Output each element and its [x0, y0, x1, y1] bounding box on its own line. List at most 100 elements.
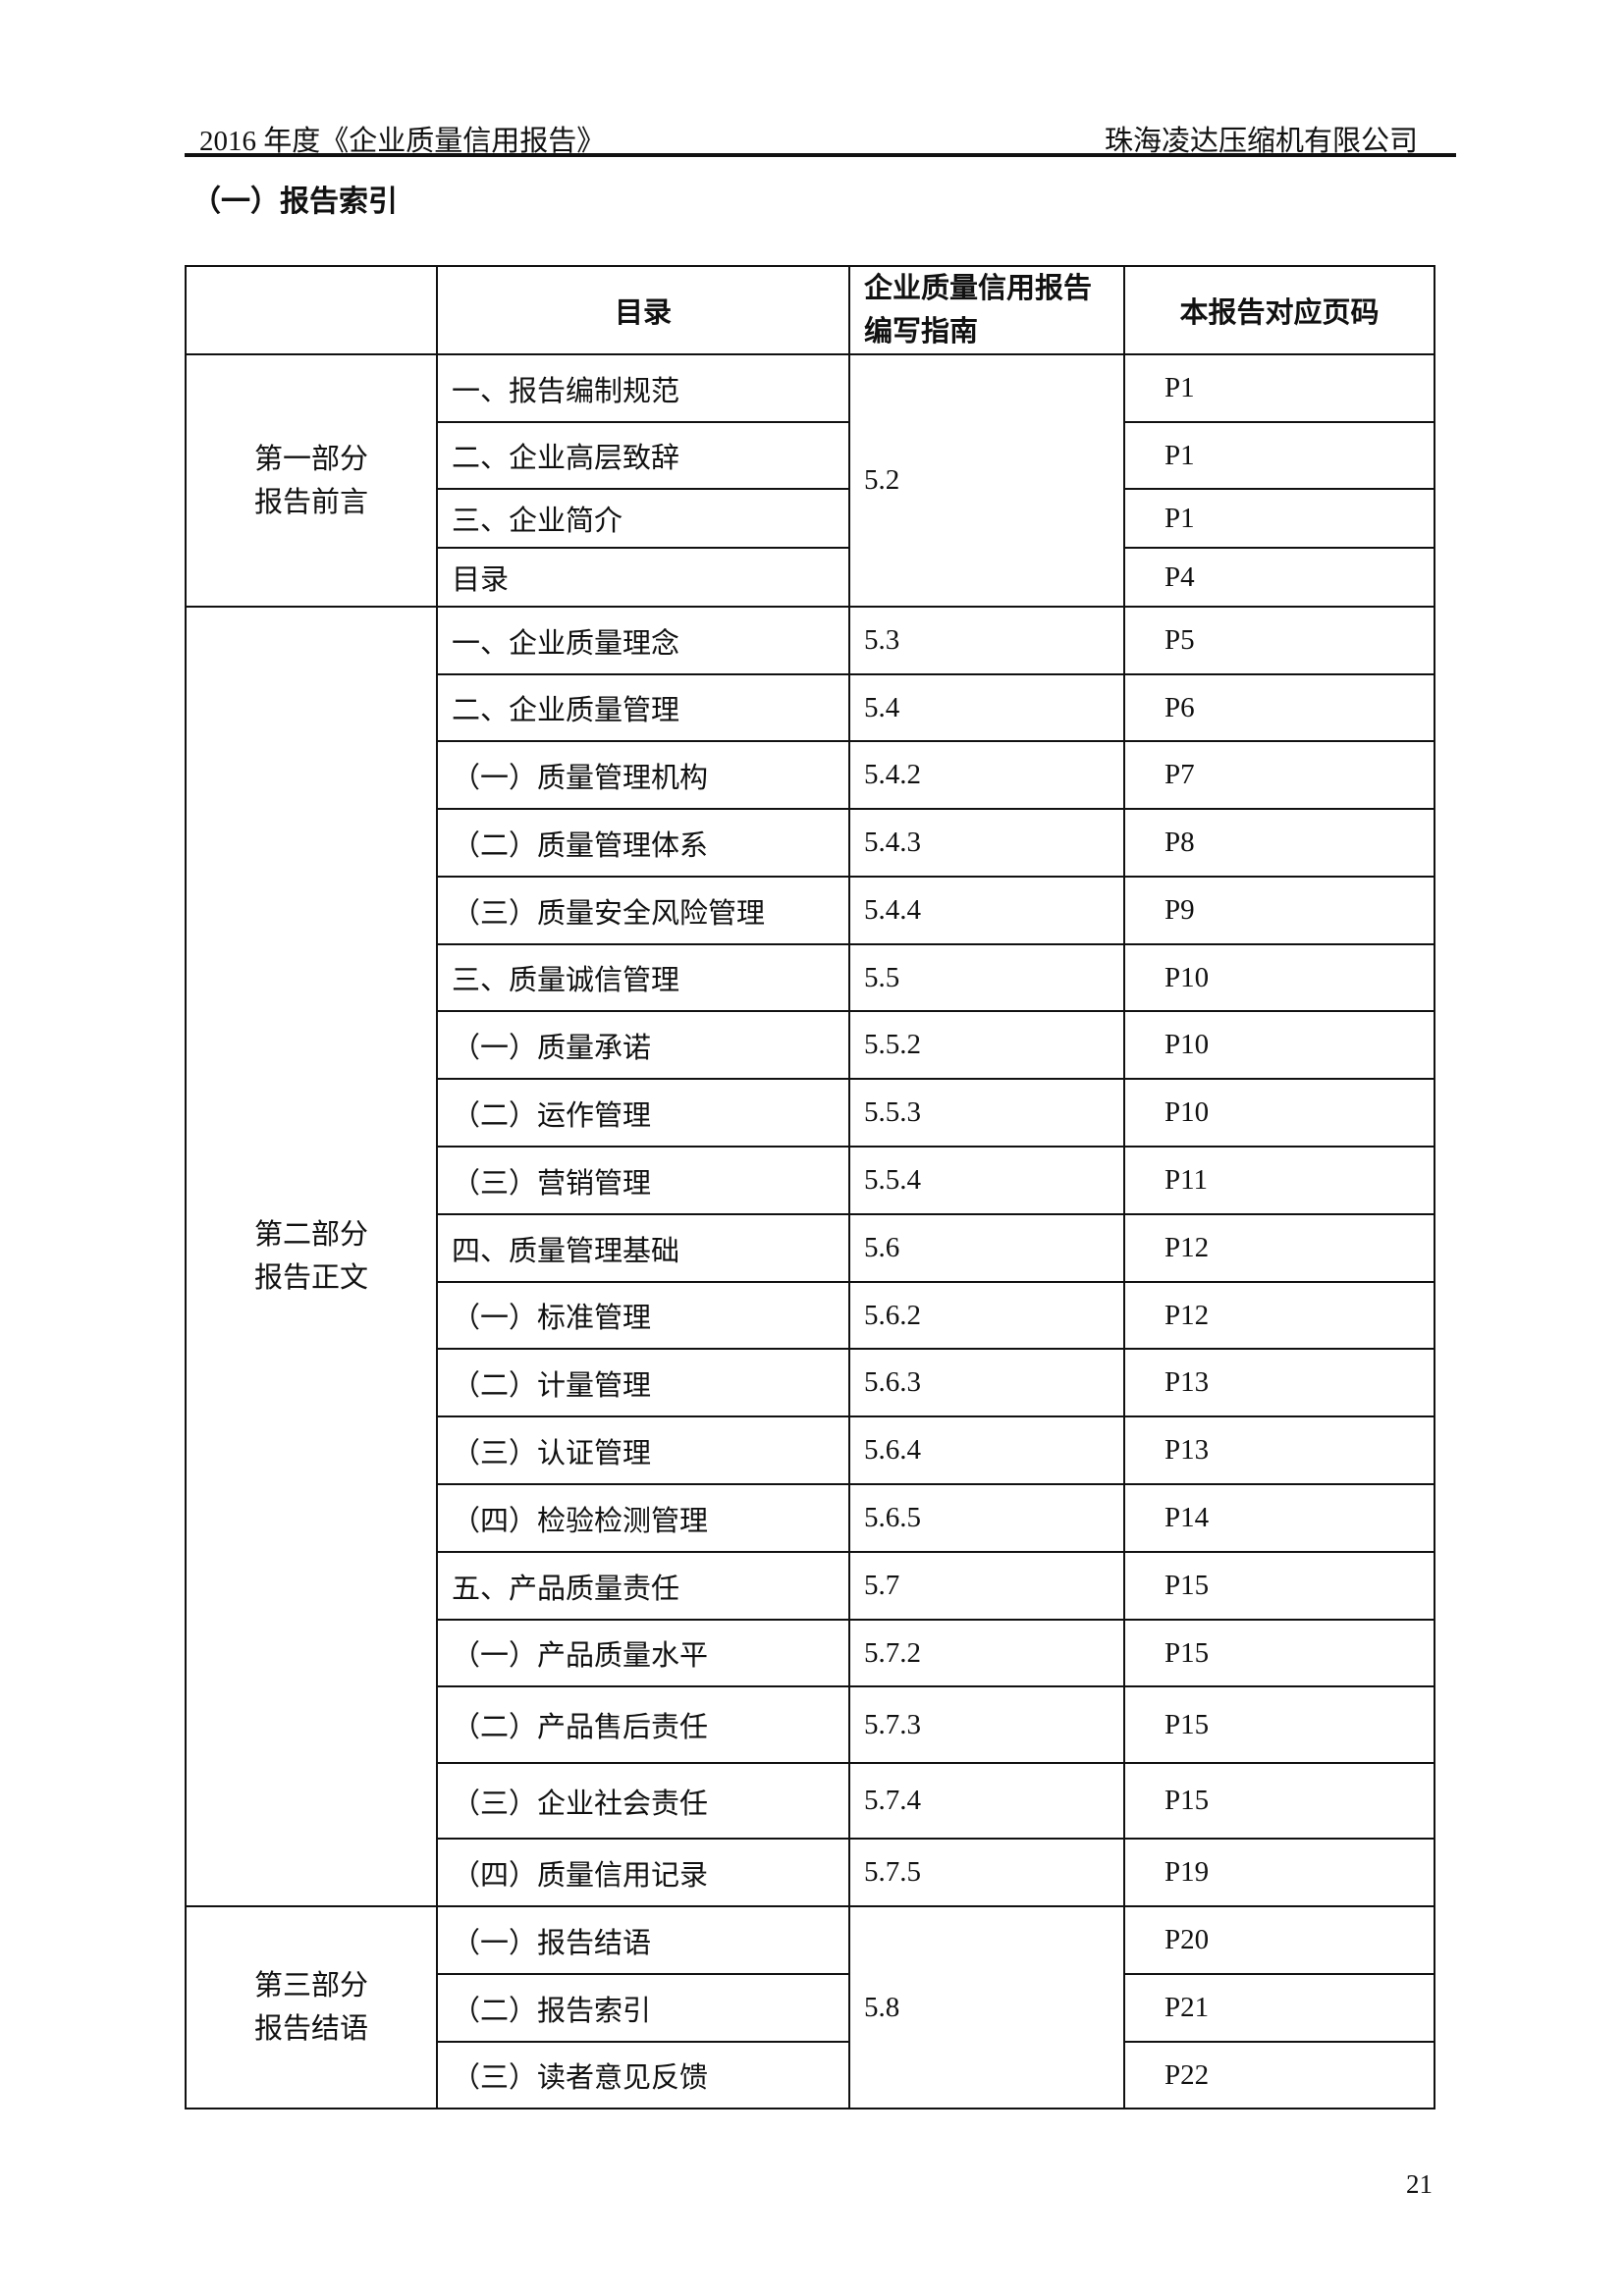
contents-item: 一、报告编制规范 — [436, 353, 850, 423]
table-row: 第三部分 报告结语 （一）报告结语 5.8 P20 — [185, 1905, 1435, 2109]
page-reference: P19 — [1123, 1838, 1435, 1907]
column-header-part — [185, 265, 438, 355]
guide-section: 5.4.3 — [848, 808, 1125, 878]
guide-section: 5.6.4 — [848, 1415, 1125, 1485]
page-reference: P21 — [1123, 1973, 1435, 2043]
contents-item: （三）读者意见反馈 — [436, 2041, 850, 2109]
contents-item: 三、质量诚信管理 — [436, 943, 850, 1012]
table-row: （一）产品质量水平 5.7.2 P15 — [186, 1619, 1435, 1687]
column-header-contents: 目录 — [436, 265, 850, 355]
page-number: 21 — [1406, 2169, 1433, 2199]
contents-item: （一）质量管理机构 — [436, 740, 850, 810]
page-reference: P15 — [1123, 1619, 1435, 1687]
page-reference: P5 — [1123, 606, 1435, 675]
guide-section: 5.4.2 — [848, 740, 1125, 810]
guide-section: 5.7 — [848, 1551, 1125, 1621]
contents-item: （二）运作管理 — [436, 1078, 850, 1148]
contents-item: （三）营销管理 — [436, 1146, 850, 1215]
table-row: （二）报告索引 P21 — [186, 1973, 1435, 2043]
part-label: 第三部分 报告结语 — [185, 1905, 438, 2109]
guide-section: 5.5.2 — [848, 1010, 1125, 1080]
table-row: （四）质量信用记录 5.7.5 P19 — [186, 1838, 1435, 1907]
contents-item: 二、企业高层致辞 — [436, 421, 850, 490]
table-row: 五、产品质量责任 5.7 P15 — [186, 1551, 1435, 1621]
table-row: 三、质量诚信管理 5.5 P10 — [186, 943, 1435, 1012]
contents-item: （三）认证管理 — [436, 1415, 850, 1485]
guide-section: 5.4 — [848, 673, 1125, 742]
table-row: （二）质量管理体系 5.4.3 P8 — [186, 808, 1435, 878]
page-reference: P20 — [1123, 1905, 1435, 1975]
page-reference: P4 — [1123, 547, 1435, 608]
table-row: 三、企业简介 P1 — [186, 488, 1435, 549]
contents-item: （一）标准管理 — [436, 1281, 850, 1350]
contents-item: 三、企业简介 — [436, 488, 850, 549]
column-header-guide: 企业质量信用报告编写指南 — [848, 265, 1125, 355]
table-row: （二）计量管理 5.6.3 P13 — [186, 1348, 1435, 1417]
contents-item: （四）检验检测管理 — [436, 1483, 850, 1553]
table-row: 二、企业质量管理 5.4 P6 — [186, 673, 1435, 742]
table-row: （一）标准管理 5.6.2 P12 — [186, 1281, 1435, 1350]
guide-section: 5.7.4 — [848, 1762, 1125, 1840]
page-reference: P15 — [1123, 1551, 1435, 1621]
page-reference: P13 — [1123, 1348, 1435, 1417]
page-reference: P6 — [1123, 673, 1435, 742]
page-reference: P10 — [1123, 943, 1435, 1012]
page-reference: P11 — [1123, 1146, 1435, 1215]
page-reference: P8 — [1123, 808, 1435, 878]
guide-section: 5.3 — [848, 606, 1125, 675]
part-label-line: 第一部分 — [253, 443, 368, 475]
guide-section: 5.6 — [848, 1213, 1125, 1283]
page-reference: P1 — [1123, 488, 1435, 549]
guide-section: 5.7.5 — [848, 1838, 1125, 1907]
contents-item: 一、企业质量理念 — [436, 606, 850, 675]
part-label: 第二部分 报告正文 — [185, 606, 438, 1907]
table-header-row: 目录 企业质量信用报告编写指南 本报告对应页码 — [185, 265, 1435, 355]
contents-item: 五、产品质量责任 — [436, 1551, 850, 1621]
page-reference: P15 — [1123, 1685, 1435, 1764]
table-row: 第二部分 报告正文 一、企业质量理念 5.3 P5 — [185, 606, 1435, 1907]
page-reference: P15 — [1123, 1762, 1435, 1840]
contents-item: （一）报告结语 — [436, 1905, 850, 1975]
table-row: 四、质量管理基础 5.6 P12 — [186, 1213, 1435, 1283]
table-row: （三）企业社会责任 5.7.4 P15 — [186, 1762, 1435, 1840]
contents-item: 四、质量管理基础 — [436, 1213, 850, 1283]
contents-item: （二）产品售后责任 — [436, 1685, 850, 1764]
header-divider — [185, 153, 1456, 157]
guide-section: 5.2 — [848, 353, 1125, 608]
guide-section: 5.5.3 — [848, 1078, 1125, 1148]
table-row: （三）质量安全风险管理 5.4.4 P9 — [186, 876, 1435, 945]
contents-item: 二、企业质量管理 — [436, 673, 850, 742]
contents-item: （三）企业社会责任 — [436, 1762, 850, 1840]
contents-item: （二）计量管理 — [436, 1348, 850, 1417]
part-label-line: 报告结语 — [253, 2013, 368, 2045]
part-label-line: 报告正文 — [253, 1262, 368, 1294]
page-reference: P1 — [1123, 353, 1435, 423]
column-header-page: 本报告对应页码 — [1123, 265, 1435, 355]
part-label-line: 第二部分 — [253, 1219, 368, 1251]
page-reference: P14 — [1123, 1483, 1435, 1553]
running-header-company: 珠海凌达压缩机有限公司 — [1104, 126, 1418, 157]
table-row: 目录 P4 — [186, 547, 1435, 608]
page-reference: P10 — [1123, 1078, 1435, 1148]
contents-item: （四）质量信用记录 — [436, 1838, 850, 1907]
guide-section: 5.6.3 — [848, 1348, 1125, 1417]
page-reference: P13 — [1123, 1415, 1435, 1485]
running-header-title: 2016 年度《企业质量信用报告》 — [199, 126, 606, 157]
part-label-line: 报告前言 — [253, 486, 368, 518]
contents-item: （二）质量管理体系 — [436, 808, 850, 878]
page-reference: P9 — [1123, 876, 1435, 945]
table-row: （三）营销管理 5.5.4 P11 — [186, 1146, 1435, 1215]
table-row: （一）质量管理机构 5.4.2 P7 — [186, 740, 1435, 810]
guide-section: 5.6.5 — [848, 1483, 1125, 1553]
page-reference: P12 — [1123, 1281, 1435, 1350]
report-index-table: 目录 企业质量信用报告编写指南 本报告对应页码 第一部分报告前言 一、报告编制规范… — [185, 265, 1435, 2109]
page-reference: P1 — [1123, 421, 1435, 490]
table-row: （三）认证管理 5.6.4 P13 — [186, 1415, 1435, 1485]
contents-item: （二）报告索引 — [436, 1973, 850, 2043]
page-reference: P7 — [1123, 740, 1435, 810]
guide-section: 5.4.4 — [848, 876, 1125, 945]
contents-item: （一）质量承诺 — [436, 1010, 850, 1080]
table-row: （三）读者意见反馈 P22 — [186, 2041, 1435, 2109]
guide-section: 5.8 — [848, 1905, 1125, 2109]
page-reference: P12 — [1123, 1213, 1435, 1283]
